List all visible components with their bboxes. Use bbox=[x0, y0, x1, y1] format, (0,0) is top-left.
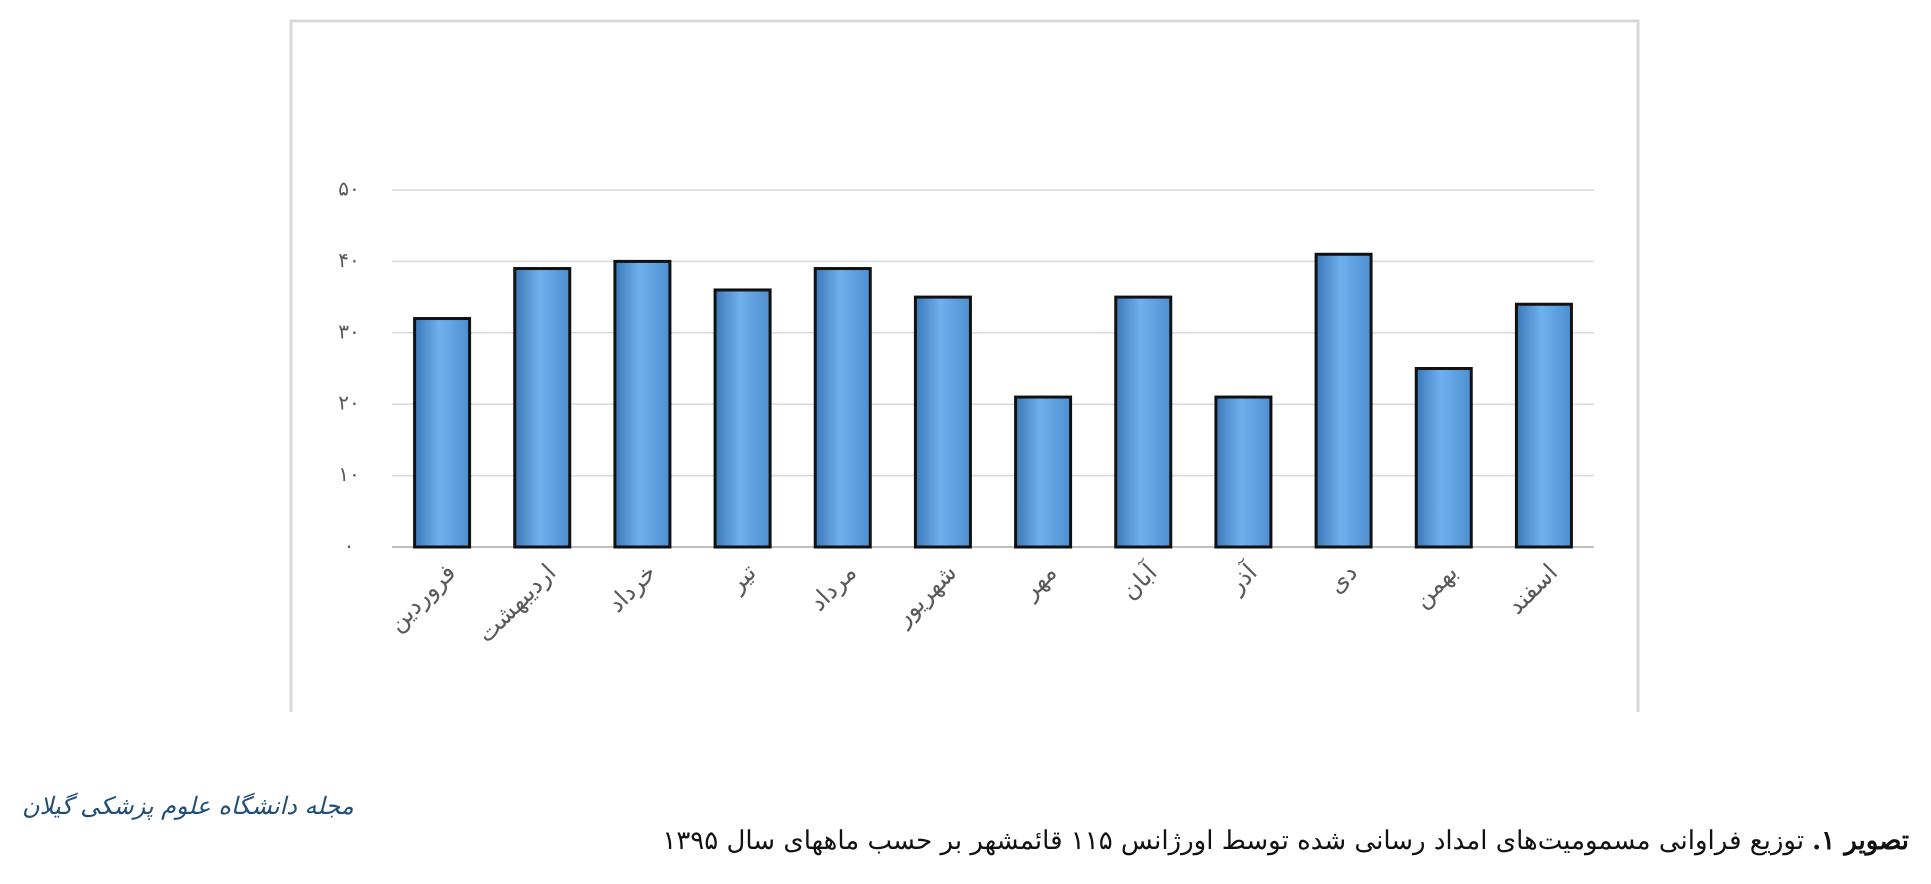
bar bbox=[913, 295, 972, 549]
x-tick-label: آبان bbox=[1115, 557, 1164, 606]
journal-logo: مجله دانشگاه علوم پزشکی گیلان bbox=[22, 792, 354, 820]
x-tick-label: مرداد bbox=[804, 558, 862, 616]
bar bbox=[1414, 367, 1473, 549]
x-tick-label: خرداد bbox=[602, 558, 661, 617]
x-tick-label: اردیبهشت bbox=[472, 558, 562, 648]
caption-label: تصویر ۱. bbox=[1812, 826, 1909, 856]
bar bbox=[1014, 395, 1073, 549]
bar bbox=[1114, 295, 1173, 549]
bar bbox=[1314, 252, 1373, 549]
y-tick-label: ۱۰ bbox=[338, 462, 359, 486]
y-tick-label: ۵۰ bbox=[338, 177, 359, 201]
y-tick-label: ۴۰ bbox=[338, 248, 359, 272]
x-tick-label: فروردین bbox=[382, 558, 461, 637]
bar bbox=[1514, 302, 1573, 549]
y-tick-label: ۳۰ bbox=[338, 319, 359, 343]
y-tick-label: ۲۰ bbox=[338, 391, 359, 415]
bar bbox=[713, 288, 772, 549]
caption: تصویر ۱.توزیع فراوانی مسمومیت‌های امداد … bbox=[662, 826, 1909, 856]
bar bbox=[613, 259, 672, 549]
y-tick-label: ۰ bbox=[344, 534, 355, 558]
x-tick-label: شهریور bbox=[889, 558, 963, 632]
bar bbox=[1214, 395, 1273, 549]
bar bbox=[513, 267, 572, 549]
caption-text: توزیع فراوانی مسمومیت‌های امداد رسانی شد… bbox=[662, 826, 1805, 856]
x-tick-label: دی bbox=[1322, 558, 1363, 599]
x-tick-label: آذر bbox=[1221, 557, 1264, 600]
x-tick-label: تیر bbox=[722, 558, 762, 598]
bar bbox=[413, 317, 472, 549]
chart: ۰ ۱۰ ۲۰ ۳۰ ۴۰ ۵۰ فروردین اردیبهشت خرداد تیر مرداد ش… bbox=[289, 19, 1640, 712]
x-tick-label: بهمن bbox=[1408, 558, 1463, 613]
bar bbox=[813, 267, 872, 549]
chart-frame bbox=[289, 19, 1640, 712]
x-tick-label: اسفند bbox=[1502, 558, 1563, 619]
x-tick-label: مهر bbox=[1015, 558, 1062, 605]
